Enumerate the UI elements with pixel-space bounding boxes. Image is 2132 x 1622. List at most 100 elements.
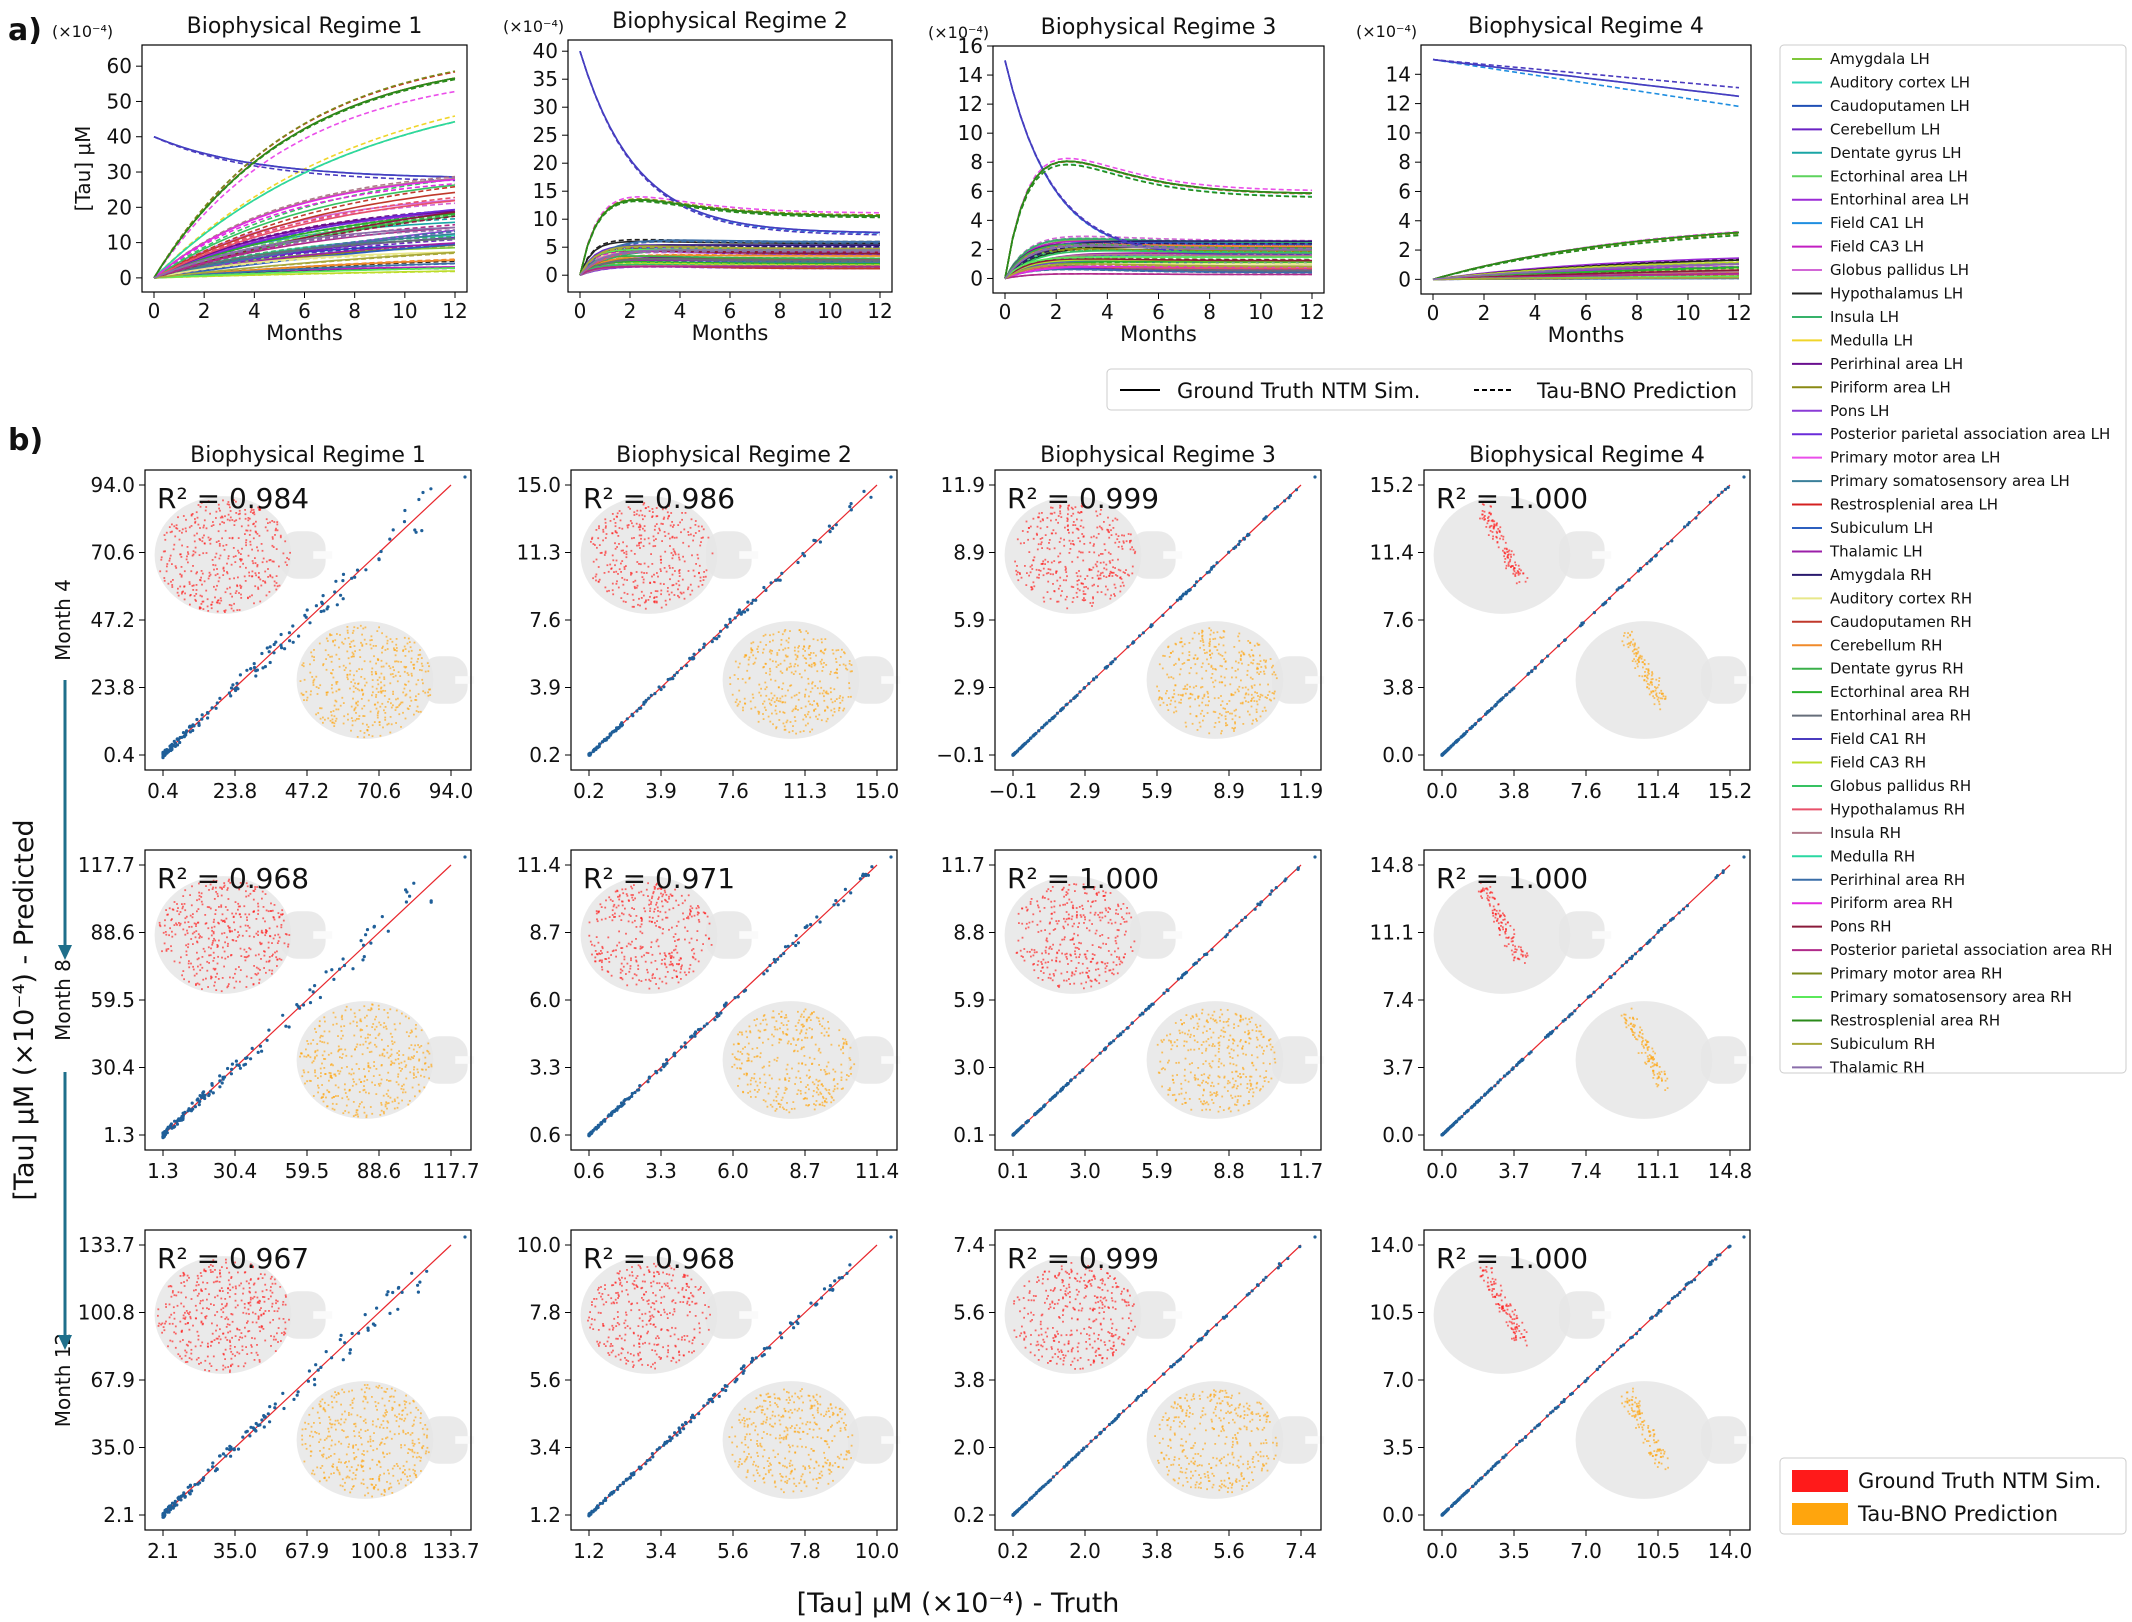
brain-voxel <box>1169 703 1172 706</box>
brain-voxel <box>1078 550 1081 553</box>
brain-voxel <box>1240 655 1242 658</box>
brain-voxel <box>313 649 315 651</box>
brain-voxel <box>338 665 341 668</box>
brain-voxel <box>247 596 249 599</box>
brain-voxel <box>1488 526 1491 529</box>
brain-voxel <box>214 588 217 591</box>
brain-voxel <box>656 888 659 890</box>
brain-voxel <box>700 537 703 539</box>
brain-voxel <box>228 604 231 606</box>
brain-voxel <box>322 1100 325 1103</box>
brain-voxel <box>634 579 637 582</box>
brain-voxel <box>1221 665 1223 668</box>
brain-voxel <box>1655 693 1657 696</box>
brain-voxel <box>1115 533 1118 536</box>
scatter-point <box>332 977 336 982</box>
series-line-globus-pallidus-rh <box>153 184 456 279</box>
brain-voxel <box>1207 663 1210 665</box>
y-tick-label: 35 <box>533 67 558 91</box>
brain-voxel <box>1233 728 1235 730</box>
brain-voxel <box>356 1043 359 1046</box>
series-dashed-entorhinal-area-rh <box>1004 265 1313 280</box>
brain-voxel <box>247 519 250 522</box>
brain-voxel <box>618 527 621 529</box>
brain-voxel <box>350 705 353 708</box>
brain-voxel <box>231 537 234 540</box>
scatter-point <box>198 1099 202 1103</box>
brain-voxel <box>750 642 753 645</box>
brain-voxel <box>358 715 361 717</box>
brain-voxel <box>257 972 260 975</box>
brain-voxel <box>408 1017 410 1020</box>
brain-voxel <box>1225 724 1227 727</box>
series-dashed-field-ca1-lh <box>153 135 456 178</box>
brain-voxel <box>666 590 669 593</box>
brain-voxel <box>1243 653 1246 656</box>
brain-voxel <box>1199 640 1202 642</box>
brain-voxel <box>182 970 185 972</box>
brain-voxel <box>689 593 692 596</box>
brain-voxel <box>217 955 219 958</box>
brain-voxel <box>261 931 264 934</box>
brain-voxel <box>395 660 398 663</box>
brain-voxel <box>602 528 605 531</box>
brain-voxel <box>629 520 632 522</box>
scatter-point <box>1237 542 1241 547</box>
legend-label: Primary somatosensory area RH <box>1830 988 2072 1006</box>
brain-voxel <box>1082 559 1085 562</box>
brain-voxel <box>848 682 850 684</box>
brain-voxel <box>390 1048 393 1051</box>
brain-voxel <box>187 943 190 946</box>
brain-voxel <box>1039 520 1042 523</box>
brain-voxel <box>664 535 667 537</box>
brain-voxel <box>269 559 272 561</box>
brain-voxel <box>417 693 420 695</box>
brain-voxel <box>166 565 168 568</box>
brain-voxel <box>1032 559 1035 562</box>
brain-voxel <box>376 701 379 704</box>
brain-voxel <box>1234 670 1237 672</box>
scatter-point <box>1526 672 1530 676</box>
brain-voxel <box>672 554 674 557</box>
scatter-point <box>272 651 276 655</box>
brain-voxel <box>200 570 203 572</box>
brain-voxel <box>244 517 247 520</box>
brain-voxel <box>1117 568 1120 571</box>
brain-voxel <box>1170 676 1173 678</box>
brain-voxel <box>414 1095 416 1098</box>
brain-voxel <box>1217 652 1220 655</box>
brain-voxel <box>648 920 651 923</box>
scatter-point <box>305 608 309 612</box>
brain-voxel <box>340 1016 343 1019</box>
brain-voxel <box>197 921 200 924</box>
brain-voxel <box>1201 701 1204 704</box>
brain-voxel <box>1091 577 1094 579</box>
brain-voxel <box>1189 697 1192 699</box>
brain-voxel <box>1655 678 1658 681</box>
brain-voxel <box>312 1060 315 1062</box>
brain-voxel <box>1201 662 1204 665</box>
brain-voxel <box>202 526 205 529</box>
x-tick-label: 2 <box>1478 301 1491 325</box>
brain-voxel <box>307 1043 310 1045</box>
brain-voxel <box>1097 533 1100 535</box>
brain-voxel <box>189 603 191 606</box>
brain-voxel <box>702 528 705 531</box>
brain-voxel <box>325 1096 327 1099</box>
brain-voxel <box>357 700 359 703</box>
brain-voxel <box>687 588 689 591</box>
brain-voxel <box>428 665 430 668</box>
brain-voxel <box>1648 683 1651 686</box>
scatter-plot-r1-c2: Biophysical Regime 2R² = 0.9860.20.23.93… <box>516 443 901 803</box>
brain-voxel <box>352 678 355 681</box>
brain-voxel <box>215 541 218 543</box>
brain-voxel <box>324 1073 327 1075</box>
brain-voxel <box>1082 593 1085 595</box>
brain-voxel <box>846 668 849 671</box>
scatter-point <box>218 1085 222 1089</box>
scatter-point <box>168 744 172 748</box>
brain-voxel <box>199 539 202 541</box>
brain-voxel <box>647 537 650 540</box>
brain-voxel <box>1240 654 1242 657</box>
brain-voxel <box>257 576 260 579</box>
